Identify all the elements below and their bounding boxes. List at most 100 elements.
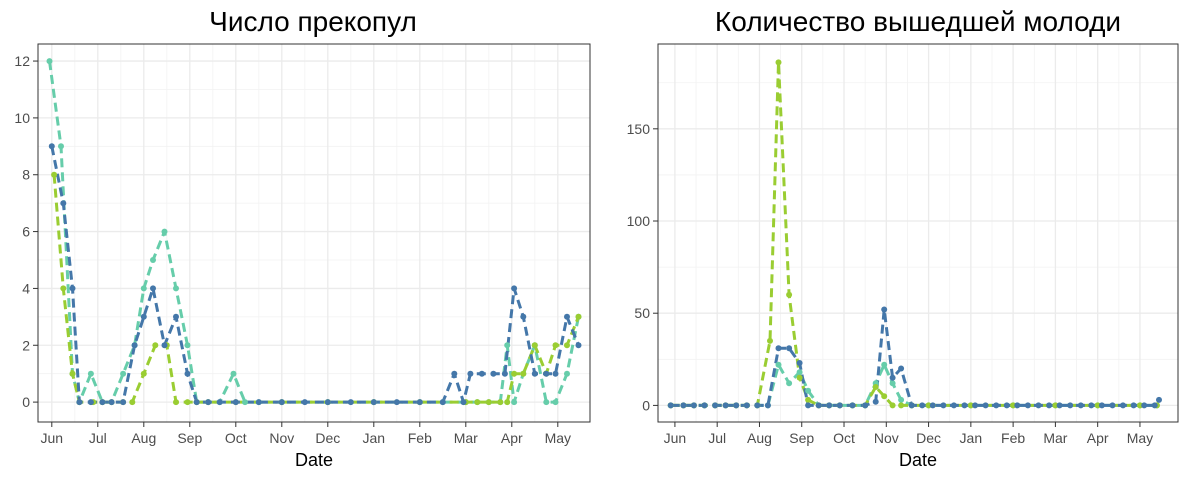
data-point: [881, 361, 888, 368]
data-point: [504, 399, 511, 406]
x-tick-label: Oct: [833, 430, 855, 446]
data-point: [129, 399, 136, 406]
data-point: [184, 399, 191, 406]
data-point: [46, 58, 53, 65]
data-point: [1046, 402, 1053, 409]
data-point: [552, 342, 559, 349]
data-point: [767, 337, 773, 344]
data-point: [754, 402, 761, 409]
data-point: [701, 402, 708, 409]
data-point: [972, 402, 979, 409]
data-point: [898, 396, 905, 403]
data-point: [152, 342, 159, 349]
data-point: [76, 399, 83, 406]
data-point: [786, 291, 793, 298]
data-point: [919, 402, 926, 409]
data-point: [1010, 402, 1017, 409]
plot-border: [37, 43, 591, 423]
data-point: [511, 370, 518, 377]
y-tick-label: 0: [642, 397, 650, 413]
data-point: [520, 370, 527, 377]
data-point: [184, 370, 191, 377]
x-axis-title: Date: [899, 450, 937, 470]
data-point: [940, 402, 947, 409]
data-point: [520, 313, 527, 320]
data-point: [796, 360, 803, 366]
data-point: [173, 399, 179, 406]
data-point: [862, 402, 869, 409]
data-point: [150, 285, 156, 292]
data-point: [184, 342, 191, 349]
data-point: [564, 313, 570, 320]
data-point: [485, 399, 492, 406]
data-point: [161, 228, 168, 235]
data-point: [775, 59, 782, 66]
data-point: [1141, 402, 1148, 409]
data-point: [501, 370, 508, 377]
data-point: [87, 399, 94, 406]
x-tick-label: Mar: [1043, 430, 1067, 446]
data-point: [173, 285, 179, 292]
data-point: [131, 342, 138, 349]
data-point: [898, 365, 905, 372]
y-tick-label: 150: [627, 121, 651, 137]
data-point: [69, 370, 76, 377]
y-tick-label: 0: [22, 394, 30, 410]
data-point: [667, 402, 674, 409]
data-point: [1094, 402, 1101, 409]
data-point: [60, 200, 67, 207]
data-point: [301, 399, 308, 406]
x-tick-label: Feb: [408, 430, 432, 446]
data-point: [173, 313, 179, 320]
data-point: [722, 402, 729, 409]
data-point: [150, 257, 156, 263]
x-axis-title: Date: [295, 450, 333, 470]
data-point: [490, 370, 497, 377]
data-point: [1098, 402, 1105, 409]
data-point: [216, 399, 223, 406]
data-point: [961, 402, 968, 409]
x-tick-label: Sep: [789, 430, 814, 446]
data-point: [140, 313, 147, 320]
data-point: [743, 402, 750, 409]
data-point: [193, 399, 200, 406]
data-point: [324, 399, 331, 406]
data-point: [1156, 396, 1162, 403]
data-point: [1056, 402, 1063, 409]
data-point: [796, 374, 803, 381]
data-point: [805, 396, 812, 403]
data-point: [564, 342, 570, 349]
data-point: [370, 399, 377, 406]
data-point: [232, 399, 239, 406]
data-point: [826, 402, 833, 409]
data-point: [1137, 402, 1143, 409]
data-point: [889, 380, 896, 387]
x-tick-label: Apr: [501, 430, 523, 446]
data-point: [416, 399, 423, 406]
data-point: [712, 402, 719, 409]
data-point: [733, 402, 740, 409]
data-point: [1077, 402, 1084, 409]
data-point: [805, 387, 812, 394]
y-tick-label: 10: [14, 110, 30, 126]
data-point: [775, 345, 782, 352]
data-point: [120, 370, 127, 377]
data-point: [1088, 402, 1095, 409]
data-point: [775, 361, 782, 368]
x-tick-label: Jul: [89, 430, 107, 446]
data-point: [87, 370, 94, 377]
data-point: [140, 285, 147, 292]
data-point: [1130, 402, 1137, 409]
data-point: [504, 342, 511, 349]
data-point: [242, 399, 248, 406]
data-point: [161, 342, 168, 349]
x-tick-label: Dec: [916, 430, 941, 446]
x-tick-label: Sep: [177, 430, 202, 446]
data-point: [511, 285, 518, 292]
data-point: [889, 402, 896, 409]
data-point: [815, 402, 822, 409]
plot-border: [657, 43, 1179, 423]
data-point: [680, 402, 687, 409]
data-point: [60, 285, 67, 292]
